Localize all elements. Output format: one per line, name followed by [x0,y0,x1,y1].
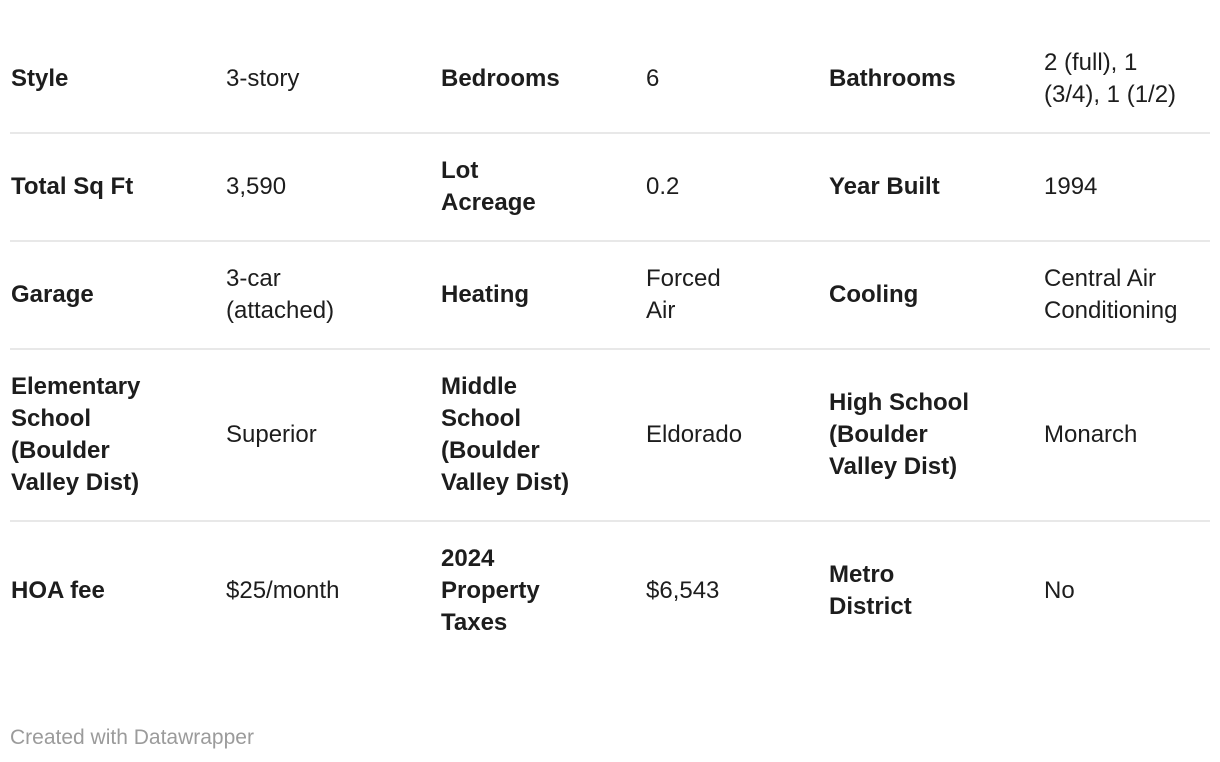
table-row: HOA fee $25/month 2024 Property Taxes $6… [10,520,1210,660]
field-label-cell: Lot Acreage [440,132,645,241]
field-label-cell: Total Sq Ft [10,132,225,241]
field-label-cell: Cooling [828,240,1043,349]
field-label-cell: Garage [10,240,225,349]
property-details-table: Style 3-story Bedrooms 6 Bathrooms 2 (fu… [10,26,1210,660]
field-label-cell: Elementary School (Boulder Valley Dist) [10,348,225,521]
field-value-cell: Eldorado [645,348,828,521]
field-label-cell: Metro District [828,520,1043,660]
field-label-cell: High School (Boulder Valley Dist) [828,348,1043,521]
field-label-cell: Bedrooms [441,65,560,92]
field-label-cell: Bathrooms [829,65,956,92]
field-value-cell: 3-car (attached) [225,240,440,349]
field-label-cell: 2024 Property Taxes [440,520,645,660]
field-value-cell: Monarch [1043,348,1210,521]
field-label-cell: Year Built [828,132,1043,241]
field-value-cell: 2 (full), 1 (3/4), 1 (1/2) [1044,49,1177,108]
field-value-cell: Forced Air [645,240,828,349]
field-value-cell: $6,543 [645,520,828,660]
field-label-cell: Middle School (Boulder Valley Dist) [440,348,645,521]
field-value-cell: $25/month [225,520,440,660]
field-value-cell: 1994 [1043,132,1210,241]
datawrapper-credit-link[interactable]: Created with Datawrapper [10,726,254,749]
table-row: Garage 3-car (attached) Heating Forced A… [10,240,1210,349]
field-value-cell: 3,590 [225,132,440,241]
field-label-cell: Heating [440,240,645,349]
table-row: Elementary School (Boulder Valley Dist) … [10,348,1210,521]
field-value-cell: 6 [646,65,660,92]
table-row: Style 3-story Bedrooms 6 Bathrooms 2 (fu… [10,26,1210,133]
field-value-cell: No [1043,520,1210,660]
attribution-footer: Created with Datawrapper [10,726,1210,750]
field-label-cell: HOA fee [10,520,225,660]
field-value-cell: Central Air Conditioning [1043,240,1210,349]
table-row: Total Sq Ft 3,590 Lot Acreage 0.2 Year B… [10,132,1210,241]
field-value-cell: Superior [225,348,440,521]
field-value-cell: 3-story [226,65,300,92]
field-value-cell: 0.2 [645,132,828,241]
field-label-cell: Style [11,65,69,92]
